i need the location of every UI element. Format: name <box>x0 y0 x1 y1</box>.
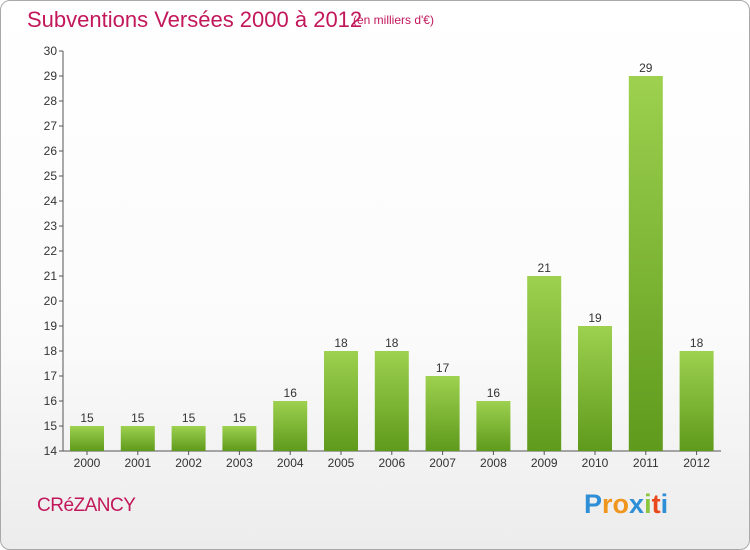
y-tick-label: 22 <box>44 244 58 258</box>
data-label-2003: 15 <box>233 411 247 425</box>
logo-letter: r <box>602 489 613 519</box>
data-label-2001: 15 <box>131 411 145 425</box>
x-tick-label-2008: 2008 <box>480 456 507 470</box>
data-label-2009: 21 <box>538 261 552 275</box>
y-tick-label: 28 <box>44 94 58 108</box>
bar-2008 <box>476 401 511 451</box>
y-tick-label: 25 <box>44 169 58 183</box>
proxiti-logo: Proxiti <box>584 489 668 520</box>
x-tick-label-2011: 2011 <box>633 456 659 470</box>
commune-name: CRéZANCY <box>37 495 136 516</box>
data-label-2011: 29 <box>639 61 653 75</box>
bar-2007 <box>425 376 460 451</box>
bar-2010 <box>578 326 612 451</box>
bar-2012 <box>679 351 714 451</box>
logo-letter: P <box>584 489 603 519</box>
data-label-2000: 15 <box>80 411 94 425</box>
x-tick-label-2001: 2001 <box>124 456 151 470</box>
y-tick-label: 19 <box>44 319 58 333</box>
y-tick-label: 17 <box>44 369 58 383</box>
y-tick-label: 14 <box>44 444 58 458</box>
x-tick-label-2009: 2009 <box>531 456 558 470</box>
y-tick-label: 18 <box>44 344 58 358</box>
logo-letter: o <box>612 489 630 519</box>
data-label-2008: 16 <box>487 386 501 400</box>
bar-2011 <box>628 76 663 451</box>
data-label-2004: 16 <box>284 386 298 400</box>
bar-2006 <box>374 351 409 451</box>
y-tick-label: 16 <box>44 394 58 408</box>
logo-letter: i <box>644 489 652 519</box>
logo-letter: x <box>629 489 645 519</box>
y-tick-label: 29 <box>44 69 58 83</box>
bar-2002 <box>171 426 206 451</box>
x-tick-label-2000: 2000 <box>74 456 101 470</box>
x-tick-label-2004: 2004 <box>277 456 304 470</box>
y-tick-label: 20 <box>44 294 58 308</box>
x-tick-label-2007: 2007 <box>429 456 456 470</box>
data-label-2007: 17 <box>436 361 450 375</box>
bar-2009 <box>527 276 562 451</box>
bar-2000 <box>70 426 104 451</box>
x-tick-label-2006: 2006 <box>378 456 405 470</box>
bar-2003 <box>222 426 257 451</box>
y-tick-label: 24 <box>44 194 58 208</box>
y-tick-label: 23 <box>44 219 58 233</box>
logo-letter: t <box>651 489 661 519</box>
logo-letter: i <box>660 489 669 519</box>
y-tick-label: 26 <box>44 144 58 158</box>
x-tick-label-2012: 2012 <box>683 456 710 470</box>
chart-title: Subventions Versées 2000 à 2012 <box>27 7 363 32</box>
y-tick-label: 27 <box>44 119 58 133</box>
data-label-2006: 18 <box>385 336 399 350</box>
bar-2005 <box>324 351 358 451</box>
x-tick-label-2010: 2010 <box>582 456 609 470</box>
x-tick-label-2005: 2005 <box>328 456 355 470</box>
data-label-2002: 15 <box>182 411 196 425</box>
y-tick-label: 21 <box>44 269 58 283</box>
x-tick-label-2002: 2002 <box>175 456 202 470</box>
data-label-2005: 18 <box>334 336 348 350</box>
x-tick-label-2003: 2003 <box>226 456 253 470</box>
y-tick-label: 15 <box>44 419 58 433</box>
data-label-2010: 19 <box>588 311 602 325</box>
data-label-2012: 18 <box>690 336 704 350</box>
chart-subtitle: (en milliers d'€) <box>353 13 434 27</box>
bar-2001 <box>120 426 155 451</box>
y-tick-label: 30 <box>44 44 58 58</box>
bar-2004 <box>273 401 308 451</box>
